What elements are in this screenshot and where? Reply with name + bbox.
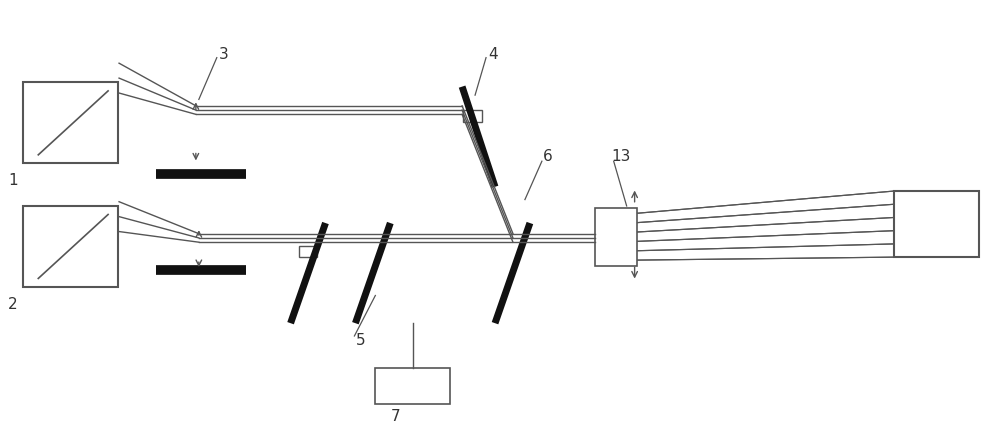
Text: 3: 3 [219, 47, 229, 62]
FancyBboxPatch shape [299, 246, 317, 257]
Text: 13: 13 [612, 149, 631, 164]
FancyBboxPatch shape [595, 208, 637, 266]
Text: 5: 5 [355, 333, 365, 348]
Text: 6: 6 [543, 149, 553, 164]
FancyBboxPatch shape [463, 110, 482, 121]
FancyBboxPatch shape [894, 191, 979, 257]
Text: 1: 1 [8, 173, 18, 188]
FancyBboxPatch shape [375, 368, 450, 404]
Text: 4: 4 [488, 47, 498, 62]
Text: 2: 2 [8, 296, 18, 311]
Text: 7: 7 [390, 409, 400, 424]
FancyBboxPatch shape [23, 82, 118, 163]
FancyBboxPatch shape [23, 206, 118, 287]
